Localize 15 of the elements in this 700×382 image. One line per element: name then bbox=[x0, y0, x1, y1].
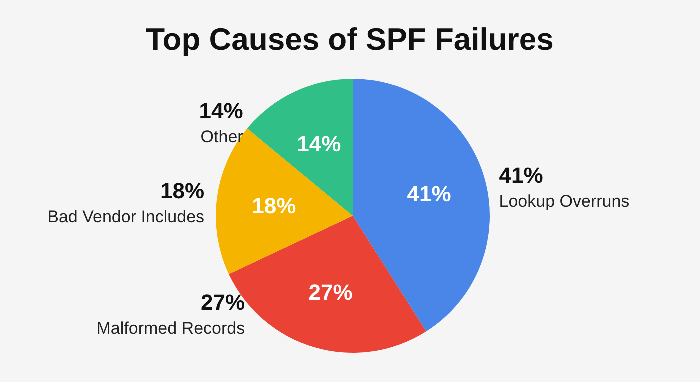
slice-label: Malformed Records bbox=[96, 319, 246, 338]
slice-label: Lookup Overruns bbox=[499, 192, 630, 211]
chart-title: Top Causes of SPF Failures bbox=[145, 22, 555, 58]
data-label: 14% bbox=[297, 132, 342, 157]
text: 18% bbox=[160, 178, 205, 204]
slice-label: Bad Vendor Includes bbox=[48, 208, 205, 227]
text: 14% bbox=[199, 98, 244, 124]
data-label: 18% bbox=[252, 194, 296, 219]
slice-label: Other bbox=[200, 128, 244, 147]
text: 41% bbox=[499, 162, 544, 188]
data-label: 41% bbox=[407, 181, 452, 206]
data-label: 27% bbox=[308, 280, 353, 305]
pie-slice bbox=[353, 79, 490, 332]
text: 27% bbox=[201, 290, 246, 316]
pie-slice bbox=[247, 79, 353, 216]
